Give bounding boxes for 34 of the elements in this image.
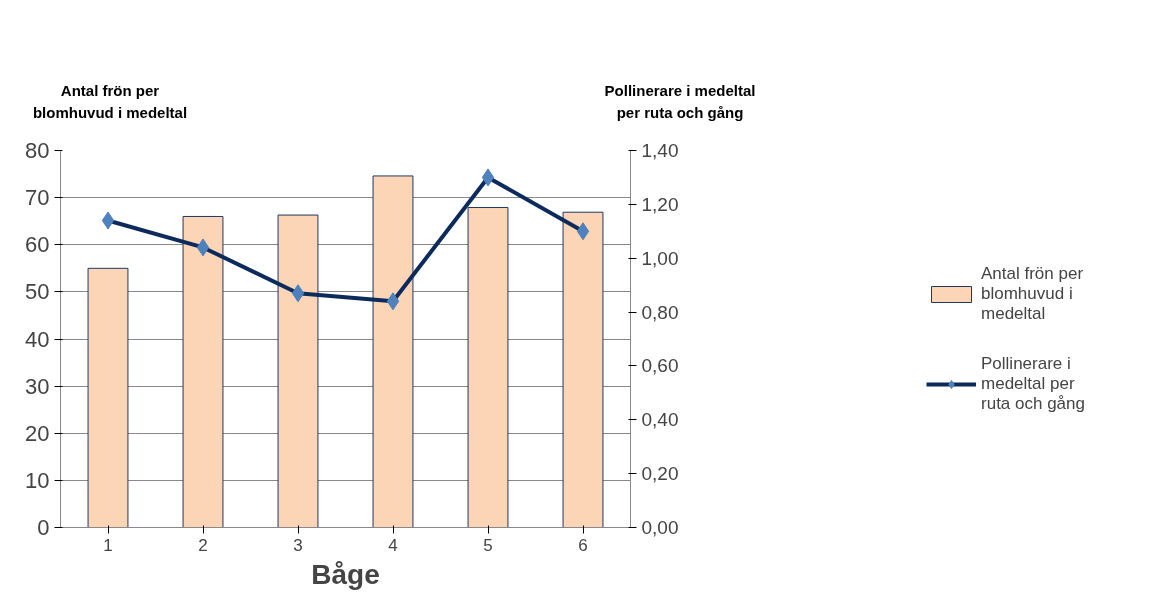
y-tick-label: 50 <box>25 279 50 305</box>
x-tick-label: 6 <box>578 535 588 555</box>
y-tick-label: 60 <box>25 232 50 258</box>
y2-tick-label: 0,20 <box>641 463 679 485</box>
y2-tick-label: 0,40 <box>641 409 679 431</box>
x-tick-label: 3 <box>293 535 303 555</box>
x-tick-label: 1 <box>103 535 113 555</box>
legend-label: Antal frön per blomhuvud i medeltal <box>981 263 1084 324</box>
y2-tick-label: 0,60 <box>641 355 679 377</box>
x-axis-title: Båge <box>311 558 380 590</box>
bar <box>372 175 414 528</box>
y-tick-label: 20 <box>25 420 50 446</box>
bar <box>87 267 129 528</box>
y-tick-label: 80 <box>25 138 50 163</box>
x-tick-label: 5 <box>483 535 493 555</box>
bar <box>562 211 604 528</box>
y-tick-label: 10 <box>25 467 50 493</box>
y-tick-label: 40 <box>25 326 50 352</box>
x-tick-label: 2 <box>198 535 208 555</box>
y2-tick-label: 1,00 <box>641 247 679 269</box>
y-tick-label: 0 <box>37 515 50 540</box>
y2-tick-label: 1,20 <box>641 193 679 215</box>
bar <box>467 207 509 528</box>
x-tick-label: 4 <box>388 535 398 555</box>
y2-tick-label: 0,80 <box>641 301 679 323</box>
y2-axis-title: Pollinerare i medeltal per ruta och gång <box>604 81 756 123</box>
bar <box>182 215 224 528</box>
bar <box>277 214 319 528</box>
y2-tick-label: 0,00 <box>641 517 679 538</box>
y2-tick-label: 1,40 <box>641 140 679 161</box>
y-tick-label: 30 <box>25 373 50 399</box>
y-axis-title: Antal frön per blomhuvud i medeltal <box>32 81 188 123</box>
legend-label: Pollinerare i medeltal per ruta och gång <box>981 353 1085 414</box>
y-tick-label: 70 <box>25 185 50 211</box>
